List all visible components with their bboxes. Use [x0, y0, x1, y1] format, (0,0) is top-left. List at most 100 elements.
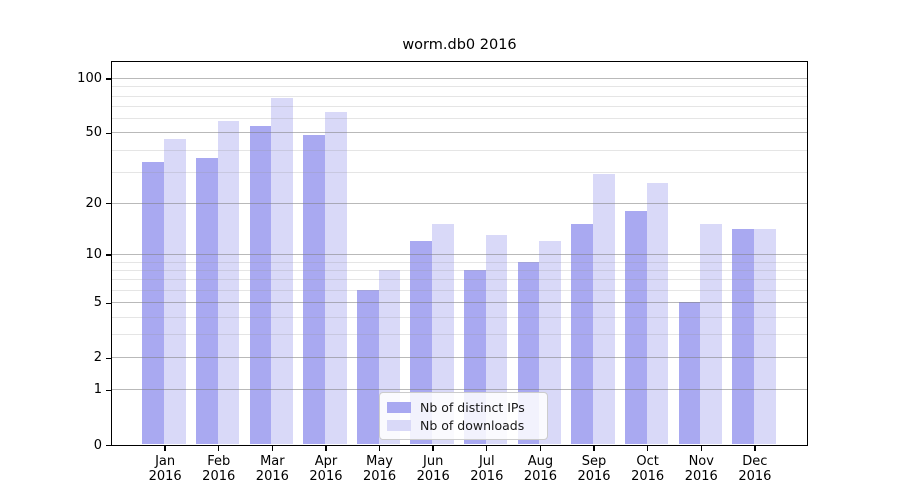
x-tick-label-mar: Mar 2016 [240, 454, 304, 485]
x-tick-label-year: 2016 [309, 469, 343, 484]
bar-apr-downloads [324, 111, 347, 445]
bar-dec-distinct-ips [732, 229, 754, 445]
y-tick-label-100: 100 [77, 71, 102, 87]
bar-jun-downloads [432, 224, 454, 445]
minor-gridline-40 [112, 149, 807, 151]
x-tick-label-dec: Dec 2016 [723, 454, 787, 485]
major-gridline-20 [112, 202, 807, 204]
x-tick-mark-nov [700, 445, 702, 451]
x-tick-mark-apr [325, 445, 327, 451]
y-tick-mark-10 [105, 254, 111, 256]
x-tick-label-month: Feb [207, 453, 231, 469]
legend-label-downloads: Nb of downloads [420, 417, 525, 433]
bar-mar-distinct-ips [249, 126, 272, 445]
x-tick-label-year: 2016 [416, 469, 450, 484]
minor-gridline-6 [112, 289, 807, 291]
minor-gridline-80 [112, 95, 807, 97]
x-tick-mark-mar [271, 445, 274, 451]
minor-gridline-3 [112, 334, 807, 336]
legend-swatch-distinct-ips [387, 401, 411, 413]
x-tick-label-year: 2016 [523, 469, 557, 484]
plot-area: Nb of distinct IPs Nb of downloads [111, 61, 808, 446]
x-tick-mark-may [378, 445, 381, 451]
legend-item-distinct-ips: Nb of distinct IPs [387, 399, 539, 415]
x-tick-label-year: 2016 [363, 469, 397, 484]
y-tick-label-10: 10 [85, 247, 102, 263]
bar-jan-distinct-ips [142, 162, 165, 445]
bar-jan-downloads [164, 138, 186, 445]
y-tick-label-5: 5 [93, 295, 102, 311]
x-tick-label-jan: Jan 2016 [133, 454, 197, 485]
bar-oct-distinct-ips [624, 210, 647, 445]
x-tick-mark-oct [646, 445, 649, 451]
x-tick-label-sep: Sep 2016 [562, 454, 626, 485]
x-tick-label-year: 2016 [684, 469, 718, 484]
x-tick-label-apr: Apr 2016 [294, 454, 358, 485]
x-tick-label-year: 2016 [470, 469, 504, 484]
x-tick-label-jul: Jul 2016 [455, 454, 519, 485]
y-tick-mark-1 [105, 389, 111, 392]
minor-gridline-30 [112, 171, 807, 173]
bar-may-distinct-ips [356, 289, 379, 445]
bar-nov-downloads [700, 224, 722, 445]
major-gridline-2 [112, 357, 807, 359]
major-gridline-10 [112, 254, 807, 256]
major-gridline-5 [112, 302, 807, 304]
x-tick-label-aug: Aug 2016 [508, 454, 572, 485]
x-tick-mark-aug [539, 445, 542, 451]
minor-gridline-8 [112, 270, 807, 272]
y-tick-label-2: 2 [93, 350, 102, 366]
legend-swatch-downloads [387, 419, 411, 431]
y-tick-label-0: 0 [93, 437, 102, 453]
major-gridline-1 [112, 389, 807, 391]
x-tick-label-month: Jan [155, 453, 176, 469]
y-tick-mark-5 [105, 302, 111, 304]
legend-item-downloads: Nb of downloads [387, 417, 539, 433]
bar-dec-downloads [753, 229, 776, 445]
bar-sep-distinct-ips [571, 224, 594, 445]
x-tick-mark-sep [593, 445, 595, 451]
x-tick-label-month: Jun [423, 453, 444, 469]
y-tick-mark-50 [105, 132, 111, 134]
chart-title: worm.db0 2016 [402, 37, 517, 53]
x-tick-label-feb: Feb 2016 [187, 454, 251, 485]
x-tick-label-jun: Jun 2016 [401, 454, 465, 485]
major-gridline-100 [112, 78, 807, 80]
y-tick-label-20: 20 [85, 195, 102, 211]
minor-gridline-70 [112, 106, 807, 108]
y-tick-label-50: 50 [85, 125, 102, 141]
x-tick-mark-feb [218, 445, 220, 451]
minor-gridline-9 [112, 261, 807, 263]
y-tick-mark-20 [105, 203, 111, 205]
x-tick-label-month: Mar [260, 453, 285, 469]
x-tick-label-month: Jul [478, 453, 495, 469]
x-tick-label-month: Aug [527, 453, 554, 469]
legend: Nb of distinct IPs Nb of downloads [379, 392, 548, 440]
x-tick-mark-dec [754, 445, 756, 451]
legend-label-distinct-ips: Nb of distinct IPs [420, 399, 525, 415]
y-tick-label-1: 1 [93, 382, 102, 398]
grid-layer [112, 62, 807, 445]
x-tick-label-year: 2016 [255, 469, 289, 484]
bar-feb-downloads [217, 120, 240, 445]
x-tick-mark-jan [164, 445, 166, 451]
x-tick-label-month: Oct [636, 453, 659, 469]
x-tick-label-month: Dec [742, 453, 768, 469]
x-tick-label-year: 2016 [738, 469, 772, 484]
bar-apr-distinct-ips [303, 135, 325, 445]
y-tick-mark-0 [105, 444, 111, 447]
x-tick-label-year: 2016 [631, 469, 665, 484]
bar-feb-distinct-ips [196, 157, 218, 445]
x-tick-label-year: 2016 [577, 469, 611, 484]
x-tick-label-may: May 2016 [348, 454, 412, 485]
minor-gridline-7 [112, 279, 807, 281]
major-gridline-50 [112, 132, 807, 134]
x-tick-mark-jul [486, 445, 488, 451]
x-tick-label-year: 2016 [202, 469, 236, 484]
y-tick-mark-2 [105, 357, 111, 359]
x-tick-mark-jun [432, 445, 434, 451]
x-tick-label-month: Apr [314, 453, 338, 469]
minor-gridline-4 [112, 316, 807, 318]
minor-gridline-90 [112, 86, 807, 88]
bar-nov-distinct-ips [678, 302, 701, 445]
